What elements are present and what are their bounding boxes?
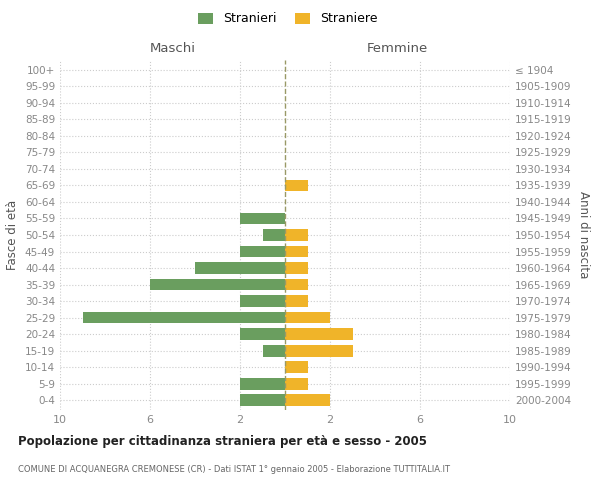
Bar (240, 246, 285, 258)
Bar (285, 361, 308, 373)
Bar (195, 262, 285, 274)
Y-axis label: Anni di nascita: Anni di nascita (577, 192, 590, 278)
Bar (240, 394, 285, 406)
Bar (285, 328, 353, 340)
Bar (285, 344, 353, 356)
Bar (285, 262, 308, 274)
Bar (285, 246, 308, 258)
Bar (240, 295, 285, 307)
Bar (285, 394, 330, 406)
Bar (285, 295, 308, 307)
Bar (240, 328, 285, 340)
Legend: Stranieri, Straniere: Stranieri, Straniere (194, 8, 382, 29)
Bar (285, 180, 308, 192)
Text: Femmine: Femmine (367, 42, 428, 55)
Text: COMUNE DI ACQUANEGRA CREMONESE (CR) - Dati ISTAT 1° gennaio 2005 - Elaborazione : COMUNE DI ACQUANEGRA CREMONESE (CR) - Da… (18, 465, 450, 474)
Bar (240, 378, 285, 390)
Text: Popolazione per cittadinanza straniera per età e sesso - 2005: Popolazione per cittadinanza straniera p… (18, 435, 427, 448)
Bar (285, 312, 330, 324)
Bar (285, 378, 308, 390)
Bar (150, 278, 285, 290)
Bar (263, 344, 285, 356)
Y-axis label: Fasce di età: Fasce di età (7, 200, 19, 270)
Bar (240, 212, 285, 224)
Bar (263, 229, 285, 241)
Bar (285, 278, 308, 290)
Bar (83, 312, 285, 324)
Bar (285, 229, 308, 241)
Text: Maschi: Maschi (149, 42, 196, 55)
